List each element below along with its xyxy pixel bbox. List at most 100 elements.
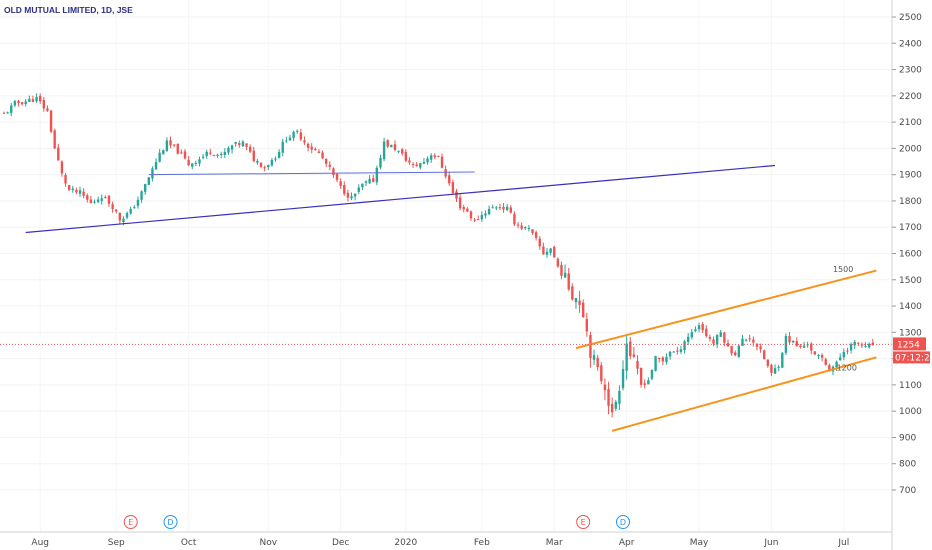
y-tick-label: 2200 (899, 92, 922, 102)
candle (372, 174, 375, 183)
candle (390, 144, 393, 148)
event-badge-letter: D (620, 518, 626, 527)
candle (238, 140, 241, 148)
candle (705, 325, 708, 338)
candle (502, 202, 505, 213)
chart-title: OLD MUTUAL LIMITED, 1D, JSE (4, 5, 133, 15)
candle (346, 189, 350, 202)
x-tick-label: Mar (546, 538, 563, 548)
y-tick-label: 800 (899, 460, 916, 470)
candle (737, 344, 741, 358)
candle (505, 203, 509, 212)
candle (24, 99, 27, 107)
candle (469, 210, 473, 222)
dividend-marker[interactable]: D (616, 515, 631, 529)
candle (100, 194, 103, 205)
candle (321, 150, 324, 159)
candle (339, 178, 342, 189)
candle (281, 138, 284, 157)
candle (274, 156, 277, 162)
candle (712, 336, 715, 346)
candle (791, 340, 795, 344)
candle (799, 343, 802, 349)
candle (335, 173, 339, 183)
candle (618, 385, 621, 410)
y-tick-label: 1300 (899, 328, 922, 338)
candle (28, 95, 31, 103)
candle (788, 332, 791, 345)
channel-lower-line (611, 356, 877, 432)
candle (75, 187, 78, 195)
earnings-marker[interactable]: E (123, 515, 138, 529)
candle (17, 99, 20, 107)
candle (292, 130, 295, 142)
event-badge-circle (123, 515, 138, 529)
candle (665, 353, 668, 365)
y-tick-label: 2400 (899, 39, 922, 49)
candle (487, 205, 491, 216)
dividend-marker[interactable]: D (163, 515, 178, 529)
candle (194, 160, 198, 166)
candle (429, 153, 433, 163)
candle (462, 204, 465, 213)
candle (849, 342, 853, 354)
candle (824, 357, 827, 366)
candle (853, 339, 856, 350)
candle (578, 290, 581, 313)
candle (154, 158, 158, 170)
candle (629, 336, 632, 360)
candle (817, 354, 820, 359)
event-badge-circle (616, 515, 631, 529)
last-price-label: 1254 (897, 340, 920, 350)
candle (419, 162, 422, 170)
candle (426, 156, 429, 165)
x-tick-label: Aug (31, 538, 49, 548)
candle (846, 347, 849, 355)
candle (133, 205, 136, 209)
candle (864, 341, 867, 348)
candle (267, 164, 270, 171)
candle (654, 355, 657, 372)
candle (632, 346, 636, 359)
x-tick-label: Jun (763, 538, 778, 548)
candle (473, 217, 476, 223)
candle (567, 268, 570, 291)
candle (86, 193, 89, 203)
candle (534, 230, 538, 241)
candle (658, 357, 661, 363)
candle (422, 158, 426, 165)
candle (477, 215, 480, 221)
candle (104, 195, 107, 199)
candle (324, 158, 328, 168)
candle (726, 339, 730, 348)
candle (556, 257, 560, 268)
candles (2, 93, 874, 418)
x-tick-label: Jul (837, 538, 849, 548)
candle (437, 155, 440, 158)
candle (451, 179, 455, 195)
candle (353, 193, 357, 201)
y-tick-label: 1000 (899, 407, 922, 417)
candle (592, 349, 596, 366)
price-tag-group: 1254 07:12:20 (893, 337, 932, 364)
candle (770, 363, 773, 377)
candle (401, 147, 404, 156)
candle (270, 157, 274, 167)
candle (361, 183, 364, 191)
candle (524, 226, 527, 230)
candle (259, 162, 263, 169)
candle (643, 379, 646, 389)
candle (172, 144, 176, 148)
support-trendline (25, 164, 776, 234)
candle (596, 354, 599, 371)
candle (415, 162, 418, 167)
candle (672, 351, 675, 353)
candle (810, 342, 813, 355)
channel-annotation: 1200 (837, 363, 857, 372)
earnings-marker[interactable]: E (576, 515, 591, 529)
candle (513, 211, 516, 226)
y-tick-label: 2500 (899, 13, 922, 23)
candle (191, 163, 194, 170)
candle (42, 96, 46, 112)
